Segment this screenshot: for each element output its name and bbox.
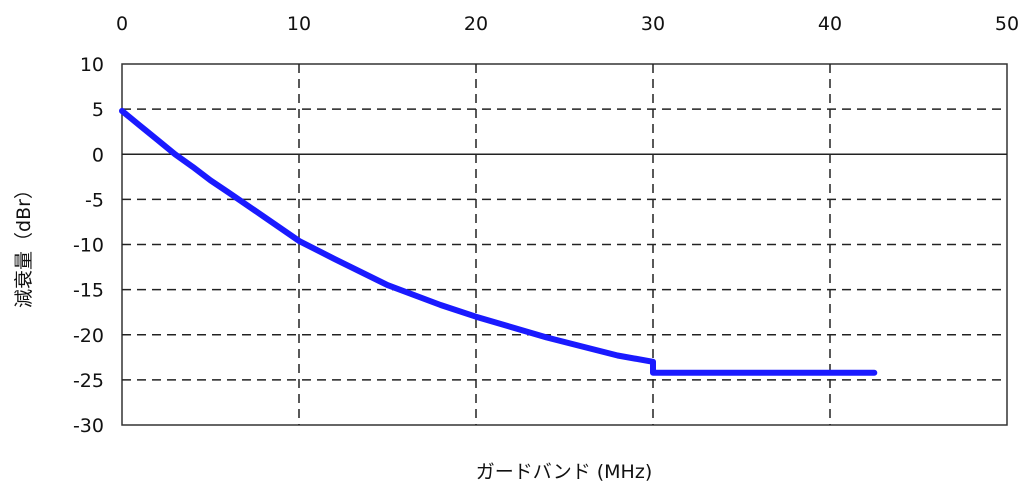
series-line bbox=[119, 107, 878, 376]
x-axis-label: ガードバンド (MHz) bbox=[476, 461, 652, 483]
grid-lines bbox=[122, 64, 1007, 425]
y-tick-label: 10 bbox=[80, 54, 104, 76]
y-tick-label: -10 bbox=[73, 235, 104, 257]
x-tick-label: 0 bbox=[116, 13, 128, 35]
series-layer bbox=[119, 107, 878, 376]
y-tick-label: -15 bbox=[73, 280, 104, 302]
x-tick-label: 20 bbox=[464, 13, 488, 35]
y-axis-label: 減衰量（dBr） bbox=[13, 180, 35, 308]
x-tick-label: 30 bbox=[641, 13, 665, 35]
y-tick-label: -25 bbox=[73, 370, 104, 392]
x-tick-label: 10 bbox=[287, 13, 311, 35]
y-tick-label: -5 bbox=[85, 189, 104, 211]
y-tick-label: -20 bbox=[73, 325, 104, 347]
x-tick-label: 40 bbox=[818, 13, 842, 35]
y-tick-label: -30 bbox=[73, 415, 104, 437]
y-tick-label: 0 bbox=[92, 144, 104, 166]
x-tick-label: 50 bbox=[995, 13, 1019, 35]
y-tick-label: 5 bbox=[92, 99, 104, 121]
